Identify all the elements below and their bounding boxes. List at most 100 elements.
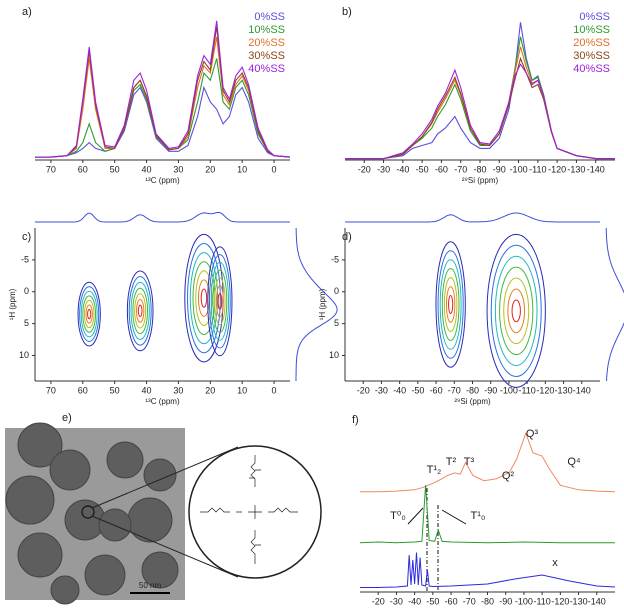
panel-label: b) (342, 6, 352, 18)
contour (77, 281, 101, 347)
contour (209, 254, 231, 349)
spectrum (360, 552, 616, 588)
x-tick-label: -100 (515, 596, 533, 606)
annotation: T² (446, 456, 457, 468)
legend-entry: 10%SS (248, 24, 285, 36)
contour (83, 299, 95, 329)
x-tick-label: -70 (448, 385, 461, 395)
panel-label: d) (342, 231, 352, 243)
x-tick-label: 10 (237, 164, 247, 174)
contour (79, 286, 100, 342)
panel-label: c) (22, 231, 31, 243)
contour (215, 285, 224, 318)
x-tick-label: -20 (358, 164, 371, 174)
annotation: T³ (464, 456, 475, 468)
f-guides (407, 488, 467, 592)
x-tick-label: -30 (377, 164, 390, 174)
spectrum (345, 63, 615, 160)
annotation: T¹₂ (427, 464, 442, 476)
x-tick-label: -50 (416, 164, 429, 174)
y-tick-label: -5 (21, 254, 29, 264)
x-tick-label: 0 (272, 385, 277, 395)
y-axis-label: ¹H (ppm) (8, 288, 17, 320)
legend-entry: 40%SS (248, 63, 285, 75)
x-tick-label: -110 (518, 385, 535, 395)
x-tick-label: -70 (463, 596, 476, 606)
legend-entry: 20%SS (248, 37, 285, 49)
x-tick-label: -40 (393, 385, 406, 395)
x-tick-label: -110 (529, 164, 546, 174)
annotation: T⁰₀ (390, 510, 406, 522)
contour (126, 270, 154, 352)
x-tick-label: -80 (466, 385, 479, 395)
contour (503, 277, 530, 345)
annotation: Q⁴ (567, 456, 581, 468)
x-tick-label: 50 (110, 164, 120, 174)
x-tick-label: -130 (555, 385, 573, 395)
contour (207, 246, 233, 357)
legend-entry: 40%SS (573, 63, 610, 75)
contour (507, 288, 526, 334)
x-tick-label: -120 (548, 164, 566, 174)
contour (85, 304, 93, 324)
y-tick-label: 0 (24, 286, 29, 296)
contour (136, 298, 145, 323)
x-tick-label: -20 (357, 385, 370, 395)
contour (437, 250, 464, 359)
x-tick-label: 40 (142, 385, 152, 395)
annotation: Q³ (526, 428, 539, 440)
inset (91, 445, 322, 579)
spectrum (35, 20, 291, 158)
x-tick-label: -60 (435, 164, 448, 174)
panel-label: a) (22, 6, 32, 18)
x-tick-label: -130 (570, 596, 588, 606)
x-tick-label: -40 (396, 164, 409, 174)
x-tick-label: -30 (375, 385, 388, 395)
contour (511, 299, 521, 323)
y-tick-label: 10 (329, 350, 339, 360)
x-axis-label: ²⁹Si (ppm) (454, 397, 491, 406)
x-tick-label: 40 (142, 164, 152, 174)
y-tick-label: 10 (19, 350, 29, 360)
x-tick-label: -130 (567, 164, 585, 174)
legend-entry: 0%SS (254, 11, 285, 23)
contour (443, 277, 458, 332)
projection-top (345, 212, 600, 223)
x-tick-label: 50 (110, 385, 120, 395)
x-tick-label: -140 (588, 596, 606, 606)
contour (499, 266, 534, 356)
projection-top (35, 211, 290, 223)
projection-right (295, 228, 338, 381)
x-tick-label: -100 (500, 385, 518, 395)
x-tick-label: -70 (454, 164, 467, 174)
contour (210, 261, 230, 341)
x-tick-label: -80 (473, 164, 486, 174)
x-tick-label: 20 (205, 385, 215, 395)
x-tick-label: -100 (510, 164, 528, 174)
contour (439, 259, 462, 350)
x-tick-label: -50 (411, 385, 424, 395)
x-axis-label: ¹³C (ppm) (145, 176, 180, 185)
x-tick-label: -50 (426, 596, 439, 606)
legend-entry: 0%SS (579, 11, 610, 23)
x-tick-label: 70 (46, 164, 56, 174)
x-tick-label: 60 (78, 164, 88, 174)
x-tick-label: 70 (46, 385, 56, 395)
y-tick-label: 0 (334, 286, 339, 296)
x-tick-label: -60 (430, 385, 443, 395)
y-tick-label: 5 (24, 318, 29, 328)
x-tick-label: 10 (237, 385, 247, 395)
contour (200, 288, 208, 308)
contour (134, 293, 147, 329)
contour (486, 233, 546, 388)
spectrum (359, 484, 615, 544)
panel-label: f) (352, 414, 359, 426)
contour (132, 287, 149, 335)
x-tick-label: -90 (499, 596, 512, 606)
contour (448, 295, 454, 314)
contour (187, 242, 221, 354)
legend-entry: 30%SS (573, 50, 610, 62)
contour (195, 270, 213, 326)
contour (87, 309, 92, 320)
